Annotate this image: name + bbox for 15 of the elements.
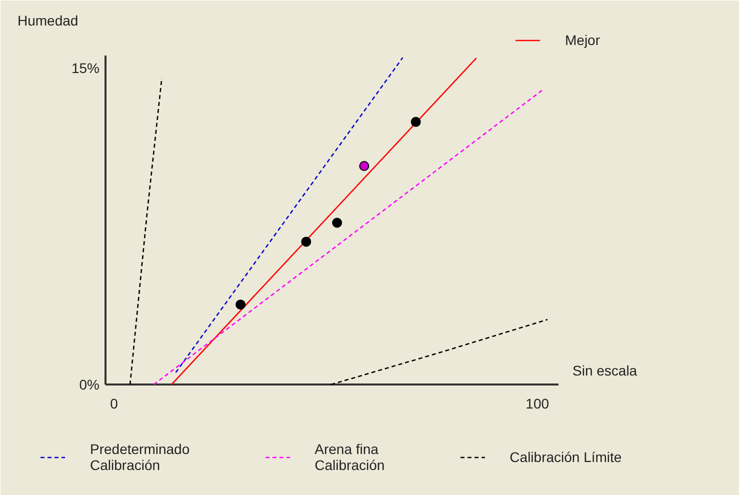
point — [236, 300, 246, 310]
point — [359, 161, 370, 171]
y-tick-label: 15% — [71, 60, 100, 76]
legend-label: Predeterminado Calibración — [90, 441, 190, 473]
legend-label: Arena fina Calibración — [314, 441, 385, 473]
y-tick-label: 0% — [79, 376, 100, 392]
y-axis-title: Humedad — [18, 12, 78, 28]
x-tick-label: 100 — [526, 396, 550, 412]
point — [410, 116, 421, 127]
legend-label: Mejor — [565, 32, 600, 48]
legend-label: Calibración Límite — [510, 449, 622, 465]
x-tick-label: 0 — [110, 396, 118, 412]
point — [301, 236, 312, 247]
point — [332, 218, 342, 228]
x-axis-title: Sin escala — [572, 362, 638, 378]
